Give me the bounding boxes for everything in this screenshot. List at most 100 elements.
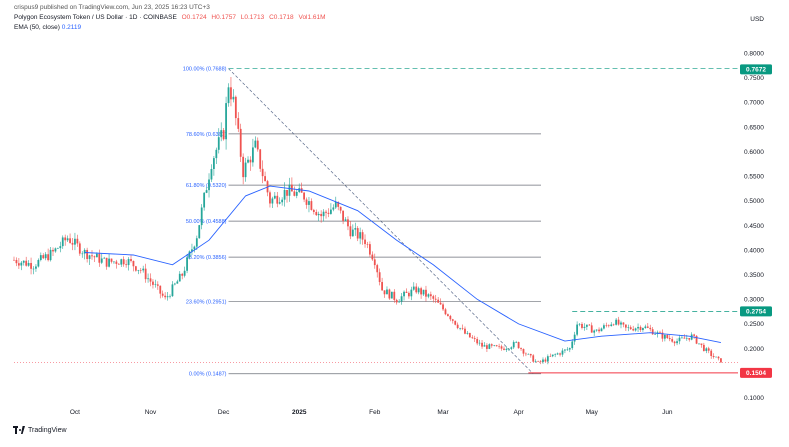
candle	[49, 247, 52, 262]
candle	[393, 289, 396, 303]
candle-body	[247, 159, 249, 163]
candle-body	[344, 219, 347, 221]
candle	[646, 323, 649, 329]
candle	[281, 197, 284, 206]
candle	[556, 352, 559, 355]
candle-body	[712, 355, 715, 357]
candle	[634, 327, 637, 332]
candle	[649, 324, 652, 332]
candle-body	[261, 168, 264, 177]
candle	[354, 222, 357, 236]
candle-body	[473, 338, 476, 340]
candle	[693, 333, 696, 339]
candle	[110, 258, 113, 264]
candle	[256, 137, 259, 152]
candle-body	[700, 343, 703, 345]
candle	[56, 247, 59, 249]
candle	[278, 197, 281, 205]
candle	[76, 234, 79, 247]
price-badge-high: 0.7672	[746, 67, 766, 74]
candle-body	[56, 248, 59, 249]
candle	[651, 326, 654, 335]
y-tick-label: 0.6500	[744, 124, 764, 131]
candle	[125, 259, 128, 268]
candle	[373, 253, 376, 269]
candle	[261, 160, 264, 184]
candle	[186, 253, 188, 274]
candle-body	[476, 339, 479, 344]
candle-body	[617, 319, 620, 325]
candle-body	[61, 237, 64, 247]
ohlc-high: H0.1757	[211, 14, 236, 21]
y-tick-label: 0.5500	[744, 174, 764, 181]
candle-body	[293, 191, 296, 196]
candle-body	[632, 329, 635, 331]
tradingview-footer[interactable]: TradingView	[13, 426, 67, 434]
candle	[617, 316, 620, 326]
candle-body	[386, 289, 388, 295]
candle	[88, 254, 91, 265]
candle-body	[86, 249, 89, 259]
candle	[390, 291, 393, 299]
candle-body	[164, 295, 167, 298]
trendline	[228, 68, 534, 374]
candle-body	[461, 328, 464, 329]
candle	[522, 348, 525, 357]
candle	[561, 348, 564, 357]
candle-body	[142, 268, 145, 271]
candle	[668, 335, 671, 342]
candle-body	[288, 184, 291, 196]
candle	[222, 128, 225, 141]
candle	[439, 298, 442, 305]
candle	[478, 339, 481, 346]
candle-body	[147, 278, 149, 280]
candle-body	[242, 156, 245, 178]
candle	[251, 138, 254, 167]
candle	[702, 342, 705, 352]
candle	[622, 322, 625, 328]
candle-body	[315, 211, 318, 216]
candle	[25, 256, 28, 267]
candle	[476, 336, 479, 346]
candle	[432, 294, 435, 303]
candle	[468, 332, 471, 338]
candle-body	[695, 335, 698, 344]
candle-body	[183, 270, 186, 276]
candle	[173, 282, 176, 286]
candle	[503, 346, 505, 351]
candle	[237, 112, 240, 133]
candle	[712, 353, 715, 359]
candle	[320, 210, 323, 223]
candle-body	[117, 263, 120, 265]
candle-body	[427, 294, 430, 297]
candle-body	[342, 210, 344, 221]
candle	[142, 265, 145, 273]
candle-body	[598, 329, 600, 332]
candle-body	[615, 319, 618, 325]
candle-body	[442, 304, 444, 310]
candle	[115, 259, 118, 269]
candle	[200, 204, 203, 230]
candle-body	[308, 201, 310, 205]
candle	[113, 261, 115, 264]
candle-body	[69, 238, 71, 243]
candle	[566, 347, 569, 351]
candle	[534, 359, 537, 363]
candle	[544, 357, 547, 363]
ema-legend[interactable]: EMA (50, close) 0.2119	[14, 24, 81, 31]
candle	[27, 260, 30, 267]
candle	[91, 250, 93, 260]
candle-body	[593, 330, 596, 333]
candle-body	[220, 130, 223, 138]
candle-body	[98, 253, 101, 263]
candle	[149, 273, 152, 287]
candle-body	[498, 346, 501, 347]
candle-body	[620, 322, 622, 325]
candle	[493, 344, 496, 347]
candle-body	[512, 342, 515, 348]
candle-body	[230, 87, 232, 100]
candle	[386, 286, 388, 295]
currency-label: USD	[750, 16, 764, 23]
candle	[105, 257, 108, 270]
